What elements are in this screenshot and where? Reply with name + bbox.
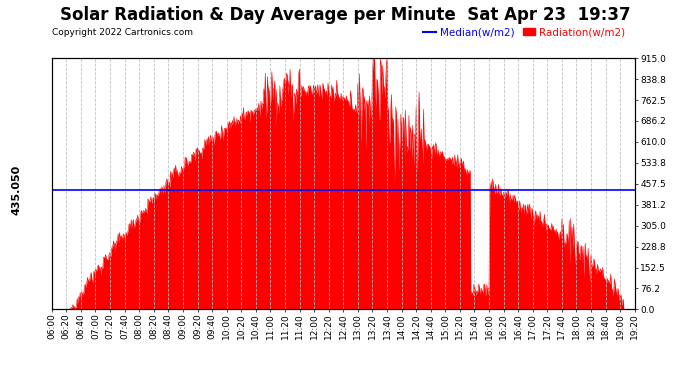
- Text: 435.050: 435.050: [12, 165, 22, 215]
- Text: Solar Radiation & Day Average per Minute  Sat Apr 23  19:37: Solar Radiation & Day Average per Minute…: [60, 6, 630, 24]
- Legend: Median(w/m2), Radiation(w/m2): Median(w/m2), Radiation(w/m2): [419, 23, 629, 42]
- Text: Copyright 2022 Cartronics.com: Copyright 2022 Cartronics.com: [52, 28, 193, 37]
